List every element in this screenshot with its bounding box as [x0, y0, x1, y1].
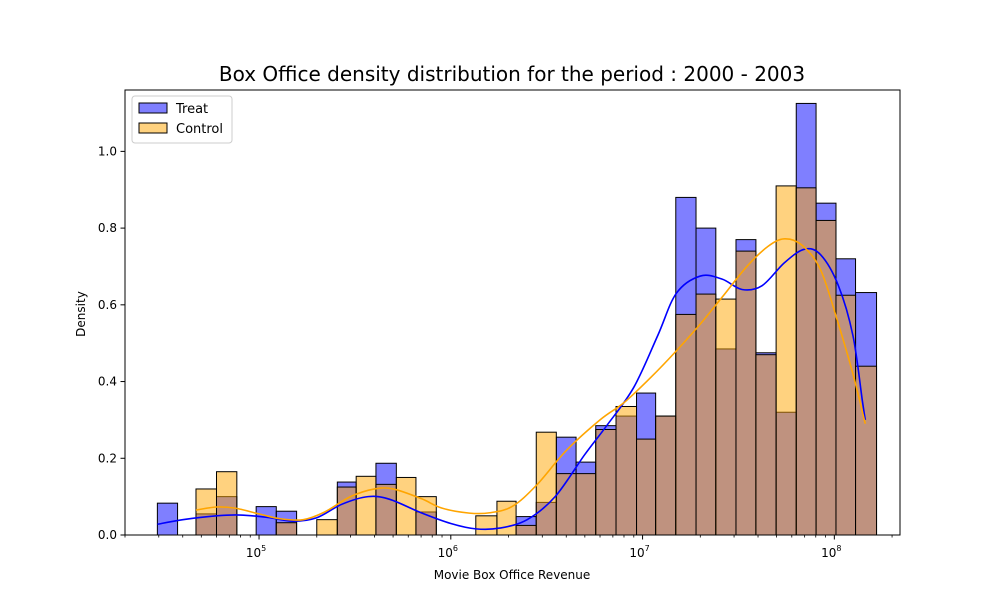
- x-axis-label: Movie Box Office Revenue: [434, 568, 591, 582]
- y-tick-label: 0.8: [98, 221, 117, 235]
- x-tick-label: 108: [821, 544, 841, 560]
- control-bar: [615, 405, 638, 536]
- treat-bar: [156, 502, 179, 536]
- control-bar: [795, 187, 817, 536]
- control-bar: [415, 496, 437, 536]
- control-bar: [375, 483, 397, 536]
- control-bar: [735, 250, 757, 536]
- control-bar: [355, 475, 377, 536]
- y-tick-label: 0.0: [98, 528, 117, 542]
- control-histogram: [195, 185, 878, 536]
- control-bar: [316, 519, 338, 536]
- y-axis: 0.0 0.2 0.4 0.6 0.8 1.0: [98, 144, 125, 542]
- legend-label-control: Control: [176, 122, 223, 137]
- chart-title: Box Office density distribution for the …: [219, 62, 805, 86]
- y-axis-label: Density: [74, 291, 88, 337]
- control-bar: [215, 471, 238, 536]
- control-bar: [475, 515, 498, 536]
- control-bar: [636, 438, 657, 536]
- plot-frame: [124, 89, 901, 536]
- control-bar: [715, 298, 737, 536]
- treat-kde-line: [157, 247, 867, 531]
- x-tick-label: 105: [246, 544, 266, 560]
- control-bar: [695, 293, 717, 536]
- x-tick-label: 107: [629, 544, 649, 560]
- y-tick-label: 0.2: [98, 451, 117, 465]
- x-tick-label: 106: [438, 544, 458, 560]
- y-tick-label: 1.0: [98, 144, 117, 158]
- legend-swatch-control: [138, 122, 168, 134]
- control-bar: [535, 431, 557, 536]
- control-bar: [515, 524, 537, 536]
- control-bar: [275, 522, 298, 536]
- control-kde-line: [195, 238, 867, 521]
- control-bar: [595, 429, 617, 536]
- legend-label-treat: Treat: [175, 102, 208, 117]
- x-axis: 105 106 107 108: [124, 535, 893, 560]
- treat-bar: [255, 506, 277, 536]
- legend: Treat Control: [131, 95, 233, 144]
- control-bar: [575, 473, 597, 536]
- control-bar: [195, 488, 217, 536]
- control-bar: [855, 365, 878, 536]
- control-bar: [655, 415, 677, 536]
- y-tick-label: 0.4: [98, 375, 117, 389]
- control-bar: [755, 354, 777, 536]
- y-tick-label: 0.6: [98, 298, 117, 312]
- control-bar: [336, 486, 357, 536]
- legend-swatch-treat: [138, 102, 168, 114]
- kde-curves: [157, 238, 867, 531]
